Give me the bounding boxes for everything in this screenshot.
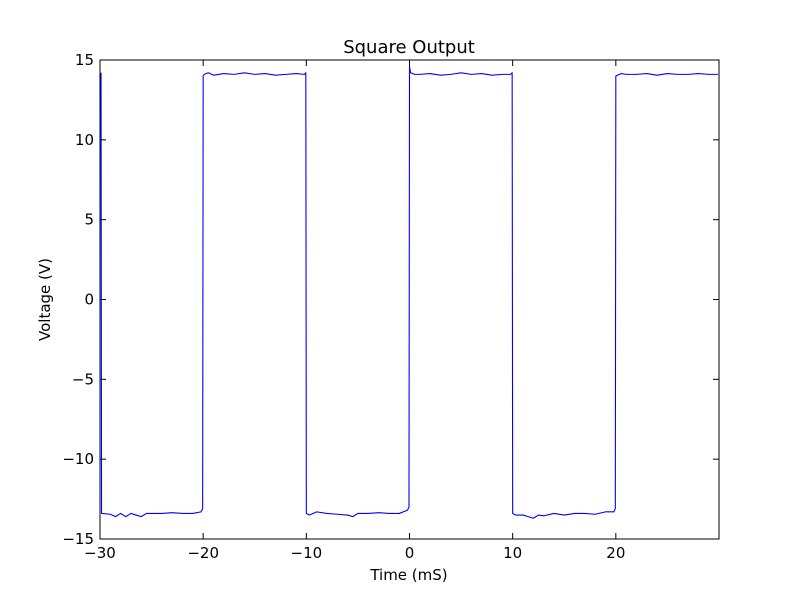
series-line [100,65,718,519]
y-tick-label: −15 [62,530,94,548]
x-axis: −30 −20 −10 0 10 20 [84,60,625,562]
y-tick-label: −5 [72,370,94,388]
x-tick-label: 10 [503,544,522,562]
y-axis: −15 −10 −5 0 5 10 15 [62,51,719,548]
series-layer [100,65,718,519]
y-tick-label: 5 [84,211,94,229]
x-tick-label: −30 [84,544,116,562]
y-tick-label: 10 [75,131,94,149]
chart-title: Square Output [343,37,475,58]
x-axis-label: Time (mS) [369,566,447,584]
y-tick-label: 15 [75,51,94,69]
y-axis-label: Voltage (V) [36,258,54,341]
x-tick-label: 0 [405,544,415,562]
plot-area [99,59,720,540]
x-tick-label: 20 [606,544,625,562]
x-tick-label: −10 [291,544,323,562]
y-tick-label: −10 [62,450,94,468]
y-tick-label: 0 [84,291,94,309]
x-tick-label: −20 [187,544,219,562]
